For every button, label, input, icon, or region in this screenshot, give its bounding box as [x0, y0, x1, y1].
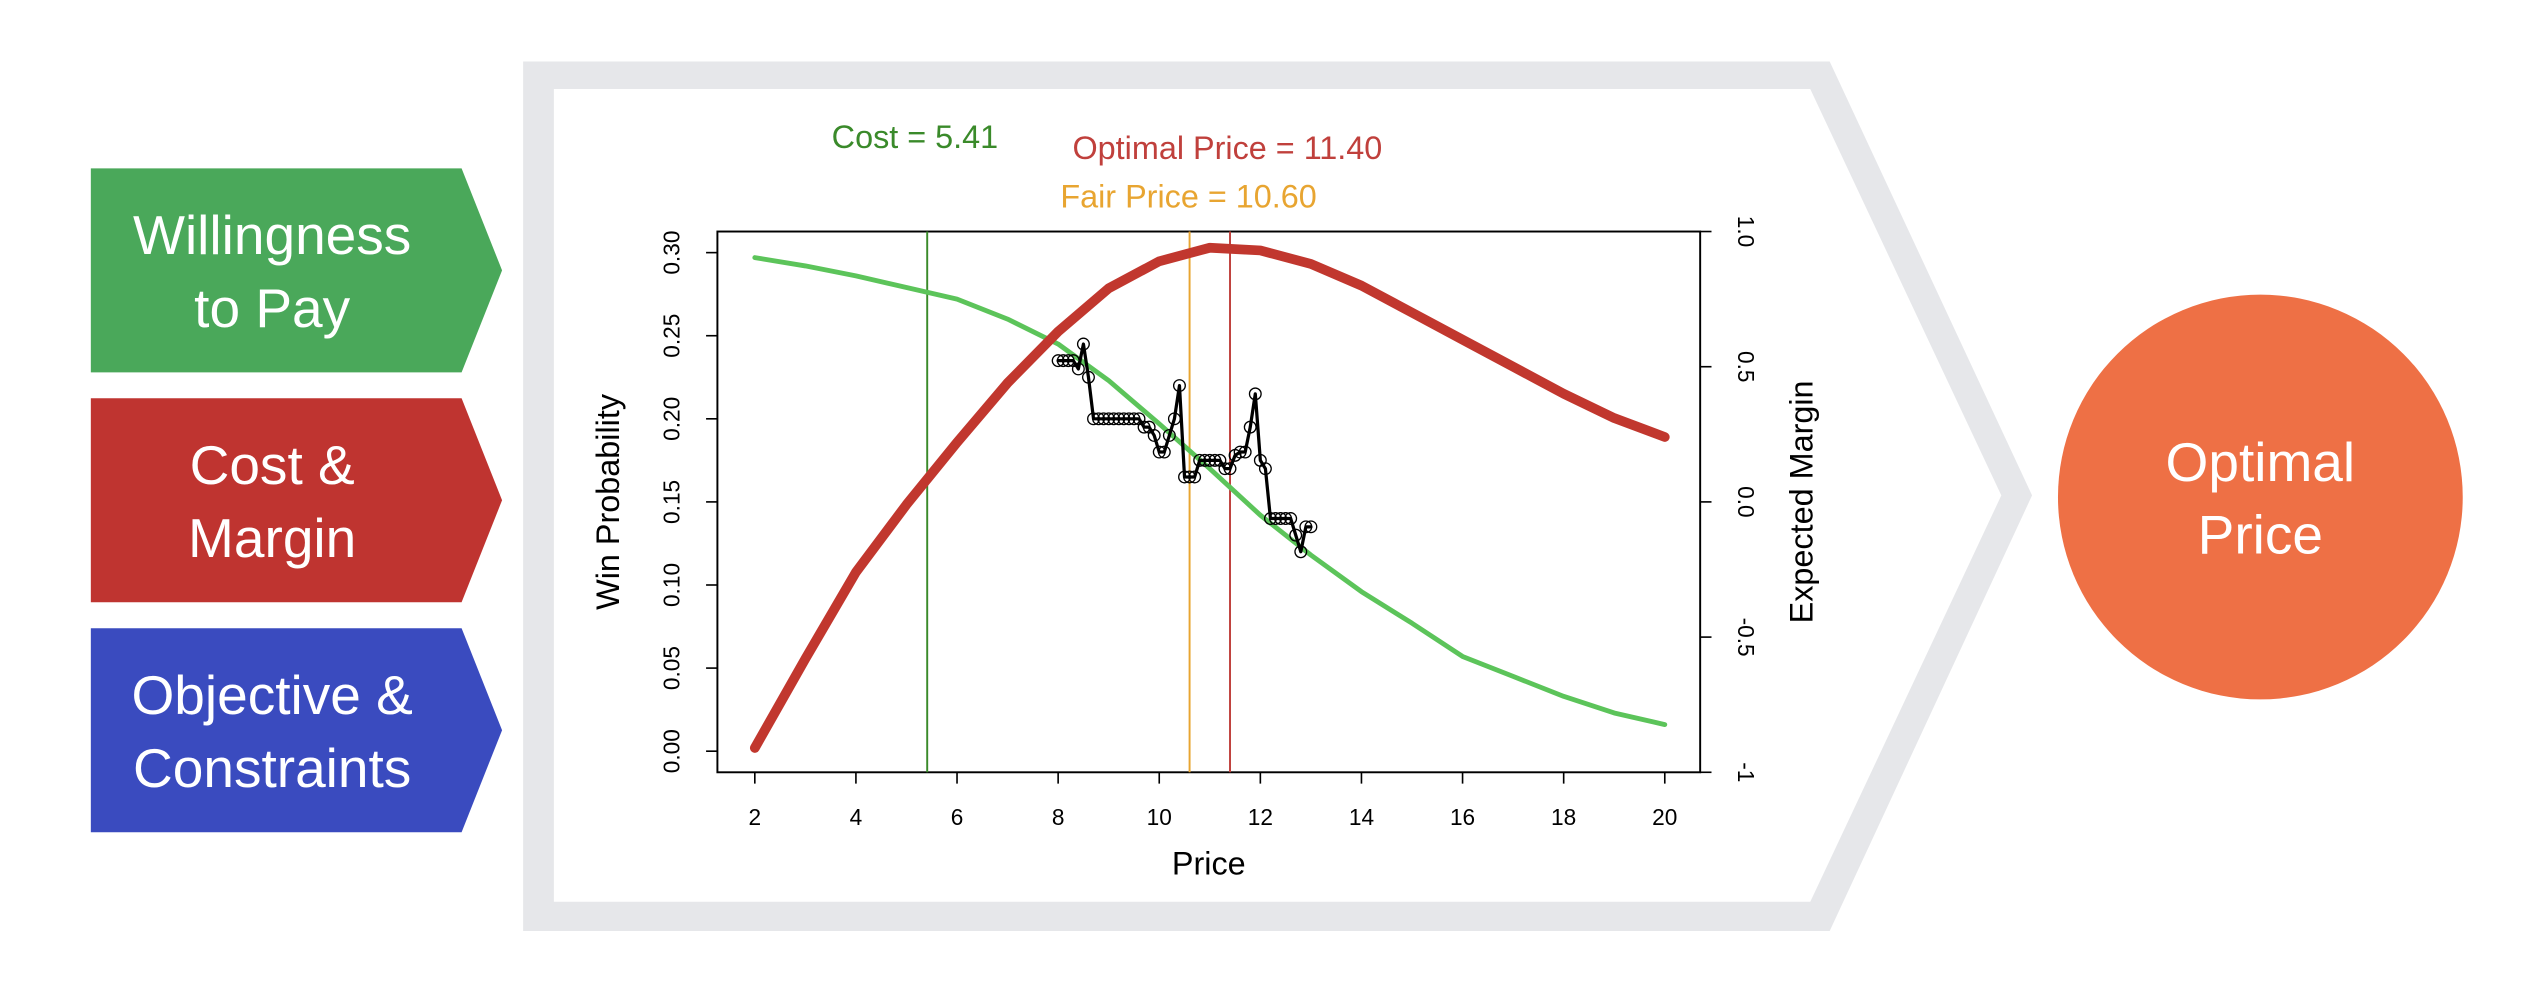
y-tick-label: 0.05: [659, 646, 685, 690]
data-point: [1223, 462, 1237, 476]
data-point: [1178, 470, 1191, 484]
data-point: [1243, 420, 1257, 434]
reference-label: Fair Price = 10.60: [1060, 179, 1316, 215]
panel-label: Margin: [188, 507, 356, 569]
data-point: [1071, 362, 1085, 376]
data-point: [1097, 412, 1111, 426]
data-point: [1294, 545, 1308, 559]
data-point: [1279, 512, 1293, 525]
y-tick-label: 0.25: [659, 314, 685, 358]
data-point: [1117, 412, 1131, 426]
panel-label: Willingness: [133, 204, 411, 266]
panel-label: Objective &: [131, 664, 412, 726]
x-tick-label: 12: [1248, 804, 1273, 830]
panel-cost: [90, 398, 503, 603]
data-point: [1167, 412, 1181, 426]
data-point: [1061, 354, 1075, 368]
x-tick-label: 2: [749, 804, 762, 830]
x-tick-label: 14: [1349, 804, 1374, 830]
x-tick-label: 10: [1147, 804, 1172, 830]
panel-label: Cost &: [190, 434, 355, 496]
y-tick-label: 0.15: [659, 480, 685, 524]
result-label: Price: [2198, 504, 2323, 566]
data-point: [1263, 512, 1277, 525]
data-point: [1162, 428, 1176, 442]
y2-tick-label: -1: [1733, 762, 1759, 782]
x-axis-label: Price: [1172, 846, 1246, 882]
data-point: [1157, 445, 1171, 459]
data-point: [1112, 412, 1126, 426]
x-tick-label: 16: [1450, 804, 1475, 830]
data-point: [1238, 445, 1252, 459]
x-tick-label: 4: [850, 804, 863, 830]
reference-label: Optimal Price = 11.40: [1072, 130, 1382, 166]
data-point: [1122, 412, 1136, 426]
y2-tick-label: 0.0: [1733, 486, 1759, 517]
data-point: [1056, 354, 1070, 368]
data-point: [1203, 453, 1217, 467]
reference-label: Cost = 5.41: [832, 119, 998, 155]
panel-label: to Pay: [194, 277, 350, 339]
y-tick-label: 0.20: [659, 397, 685, 441]
data-point: [1233, 445, 1247, 459]
data-point: [1248, 387, 1262, 401]
data-point: [1081, 370, 1095, 384]
data-point: [1107, 412, 1121, 426]
frame-inner: [553, 89, 2002, 902]
chart: 2 4 6 8 10 12 14 16 18 20 0.00 0.05 0.10 0.15 0.20 0.25…: [590, 119, 1819, 882]
data-point: [1289, 528, 1303, 542]
series-line: [1056, 342, 1313, 554]
x-tick-label: 18: [1551, 804, 1576, 830]
series-line: [752, 255, 1668, 728]
result-circle: [2057, 294, 2463, 700]
data-point: [1152, 445, 1166, 459]
data-point: [1087, 412, 1100, 426]
y2-axis-label: Expected Margin: [1783, 380, 1819, 623]
data-point: [1269, 512, 1282, 525]
x-tick-label: 8: [1052, 804, 1065, 830]
data-point: [1172, 379, 1186, 393]
panel-objective: [90, 628, 503, 833]
panel-willingness: [90, 168, 503, 373]
data-point: [1183, 470, 1197, 484]
y-tick-label: 0.30: [659, 231, 685, 275]
y-tick-label: 0.10: [659, 563, 685, 607]
data-point: [1274, 512, 1288, 525]
y-axis-label: Win Probability: [590, 393, 626, 610]
data-point: [1284, 512, 1298, 525]
data-point: [1208, 453, 1222, 467]
y2-tick-label: 1.0: [1733, 216, 1759, 247]
data-point: [1051, 354, 1065, 368]
data-point: [1304, 520, 1318, 534]
data-point: [1198, 453, 1212, 467]
data-point: [1137, 420, 1151, 434]
series-line: [749, 242, 1670, 753]
x-tick-label: 20: [1652, 804, 1677, 830]
data-point: [1299, 520, 1313, 534]
data-point: [1127, 412, 1141, 426]
data-point: [1147, 428, 1161, 442]
x-tick-label: 6: [951, 804, 964, 830]
data-point: [1193, 453, 1207, 467]
data-point: [1258, 462, 1272, 476]
data-point: [1092, 412, 1106, 426]
y2-tick-label: 0.5: [1733, 351, 1759, 382]
data-point: [1218, 462, 1232, 476]
result-label: Optimal: [2166, 431, 2356, 493]
data-point: [1076, 337, 1090, 351]
y2-tick-label: -0.5: [1733, 618, 1759, 657]
data-point: [1188, 470, 1202, 484]
panel-label: Constraints: [133, 737, 411, 799]
data-point: [1102, 412, 1116, 426]
y-tick-label: 0.00: [659, 729, 685, 773]
